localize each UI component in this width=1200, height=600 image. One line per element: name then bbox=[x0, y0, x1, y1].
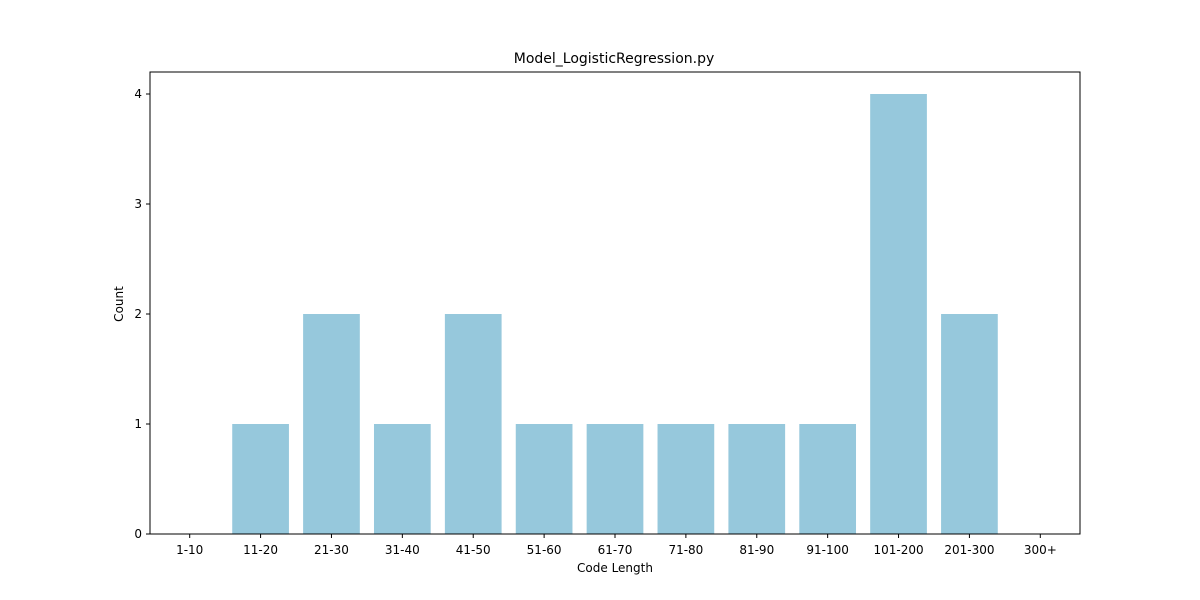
y-tick-label: 1 bbox=[134, 417, 142, 431]
x-tick-label: 300+ bbox=[1024, 543, 1057, 557]
bar-61-70 bbox=[586, 424, 644, 534]
x-tick-label: 31-40 bbox=[385, 543, 420, 557]
x-tick-label: 21-30 bbox=[314, 543, 349, 557]
x-tick-label: 11-20 bbox=[243, 543, 278, 557]
x-tick-label: 91-100 bbox=[806, 543, 849, 557]
x-tick-label: 41-50 bbox=[456, 543, 491, 557]
bar-81-90 bbox=[728, 424, 786, 534]
y-axis-label: Count bbox=[112, 286, 126, 322]
x-tick-label: 71-80 bbox=[668, 543, 703, 557]
bar-101-200 bbox=[870, 94, 927, 534]
plot-frame bbox=[149, 71, 1081, 535]
x-tick-label: 61-70 bbox=[598, 543, 633, 557]
x-tick-label: 51-60 bbox=[527, 543, 562, 557]
y-tick-label: 2 bbox=[134, 307, 142, 321]
x-tick-label: 1-10 bbox=[176, 543, 203, 557]
x-axis-label: Code Length bbox=[577, 561, 653, 575]
y-tick-label: 4 bbox=[134, 87, 142, 101]
y-axis: 0 1 2 3 4 bbox=[134, 87, 150, 541]
y-tick-label: 3 bbox=[134, 197, 142, 211]
bar-31-40 bbox=[373, 424, 431, 534]
bars-group bbox=[232, 94, 998, 534]
chart-title: Model_LogisticRegression.py bbox=[514, 51, 715, 67]
x-tick-label: 201-300 bbox=[944, 543, 994, 557]
x-tick-label: 81-90 bbox=[739, 543, 774, 557]
y-tick-label: 0 bbox=[134, 527, 142, 541]
bar-91-100 bbox=[799, 424, 857, 534]
bar-201-300 bbox=[941, 314, 998, 534]
bar-41-50 bbox=[444, 314, 502, 534]
x-tick-label: 101-200 bbox=[873, 543, 923, 557]
bar-11-20 bbox=[232, 424, 289, 534]
x-axis: 1-10 11-20 21-30 31-40 41-50 51-60 61-70 71-80 8… bbox=[176, 534, 1057, 557]
bar-71-80 bbox=[657, 424, 715, 534]
bar-21-30 bbox=[303, 314, 360, 534]
bar-51-60 bbox=[515, 424, 573, 534]
